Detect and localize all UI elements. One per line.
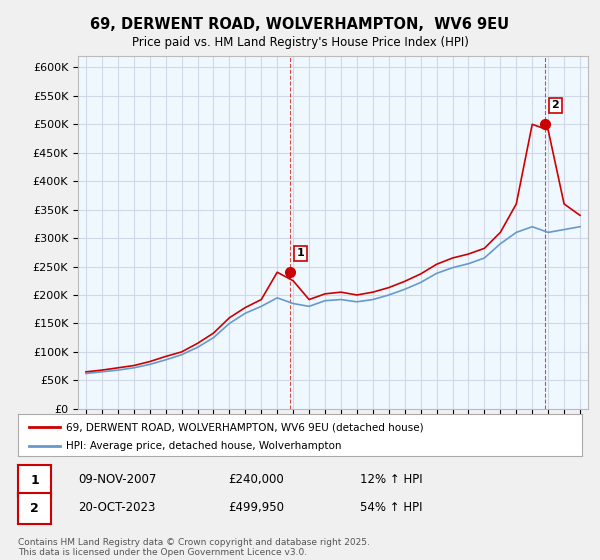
Text: 1: 1 [30,474,39,487]
Text: £499,950: £499,950 [228,501,284,515]
Text: 1: 1 [296,248,304,258]
Text: 09-NOV-2007: 09-NOV-2007 [78,473,157,487]
Text: 69, DERWENT ROAD, WOLVERHAMPTON, WV6 9EU (detached house): 69, DERWENT ROAD, WOLVERHAMPTON, WV6 9EU… [66,422,424,432]
Text: 2: 2 [551,100,559,110]
Text: 69, DERWENT ROAD, WOLVERHAMPTON,  WV6 9EU: 69, DERWENT ROAD, WOLVERHAMPTON, WV6 9EU [91,17,509,32]
Text: HPI: Average price, detached house, Wolverhampton: HPI: Average price, detached house, Wolv… [66,441,341,451]
Text: Price paid vs. HM Land Registry's House Price Index (HPI): Price paid vs. HM Land Registry's House … [131,36,469,49]
Text: 12% ↑ HPI: 12% ↑ HPI [360,473,422,487]
Text: £240,000: £240,000 [228,473,284,487]
Text: 54% ↑ HPI: 54% ↑ HPI [360,501,422,515]
Text: 2: 2 [30,502,39,515]
Text: 20-OCT-2023: 20-OCT-2023 [78,501,155,515]
Text: Contains HM Land Registry data © Crown copyright and database right 2025.
This d: Contains HM Land Registry data © Crown c… [18,538,370,557]
